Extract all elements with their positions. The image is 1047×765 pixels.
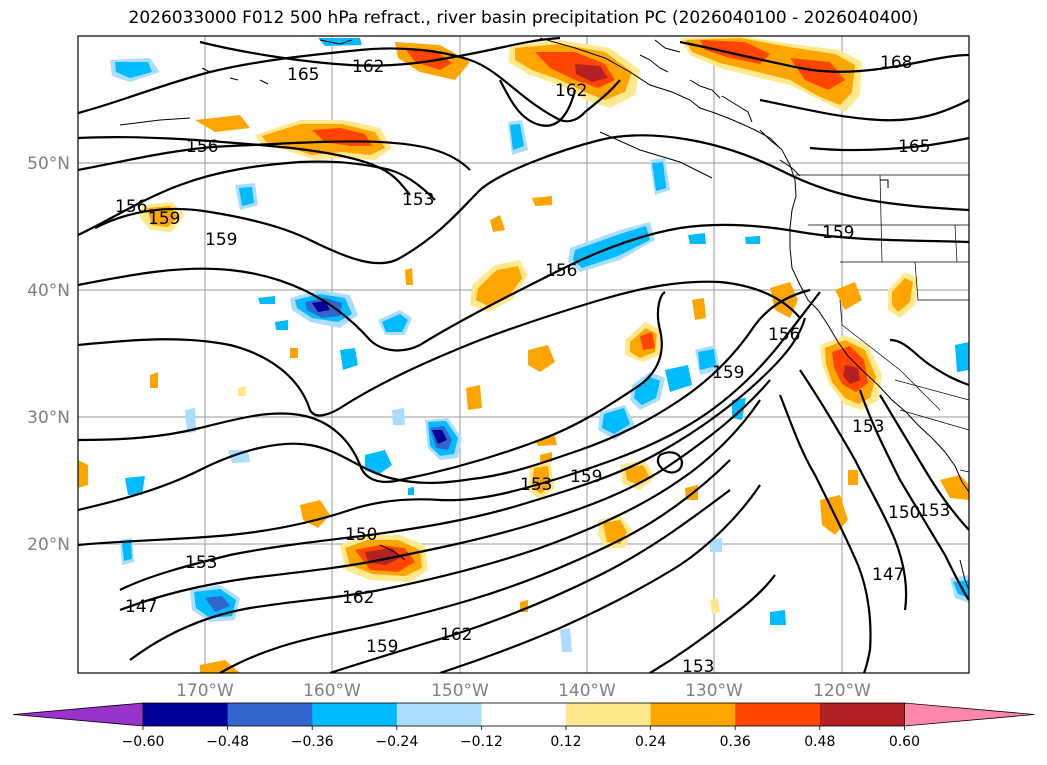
positive-anomaly-patches [78, 36, 969, 673]
contour-label: 147 [872, 565, 904, 585]
colorbar-segment [143, 703, 229, 726]
contour-label: 165 [287, 65, 319, 85]
lon-label: 130°W [685, 681, 743, 701]
colorbar-tick-label: 0.24 [635, 734, 666, 750]
contour-label: 162 [555, 81, 587, 101]
lat-label: 30°N [27, 408, 70, 428]
colorbar-tick-label: 0.12 [550, 734, 581, 750]
contour-label: 153 [520, 475, 552, 495]
contour-label: 153 [185, 553, 217, 573]
contour-label: 162 [440, 625, 472, 645]
contour-label: 159 [712, 363, 744, 383]
colorbar-outline [142, 702, 905, 727]
latitude-labels: 50°N 40°N 30°N 20°N [27, 154, 70, 555]
contour-label: 153 [918, 501, 950, 521]
lon-label: 160°W [303, 681, 361, 701]
colorbar-segment [227, 703, 313, 726]
contour-label: 159 [205, 230, 237, 250]
contour-label: 165 [898, 137, 930, 157]
colorbar-tick-label: −0.48 [206, 734, 249, 750]
lat-label: 20°N [27, 535, 70, 555]
contour-label: 153 [682, 657, 714, 677]
contour-label: 153 [852, 417, 884, 437]
longitude-labels: 170°W 160°W 150°W 140°W 130°W 120°W [176, 681, 871, 701]
colorbar-extend-low [12, 702, 144, 727]
lon-label: 120°W [813, 681, 871, 701]
lat-label: 50°N [27, 154, 70, 174]
contour-labels: 165 162 162 168 156 165 153 156 159 159 … [115, 53, 950, 677]
contour-label: 156 [186, 137, 218, 157]
contour-label: 168 [880, 53, 912, 73]
colorbar-tick-label: −0.24 [375, 734, 418, 750]
colorbar-segment [566, 703, 652, 726]
contour-label: 156 [768, 325, 800, 345]
contour-label: 156 [545, 261, 577, 281]
colorbar-tick-label: 0.36 [720, 734, 751, 750]
lat-label: 40°N [27, 281, 70, 301]
colorbar-tick-label: −0.60 [122, 734, 165, 750]
colorbar-tick-label: −0.12 [460, 734, 503, 750]
contour-label: 153 [402, 190, 434, 210]
graticule [78, 36, 969, 673]
map-title: 2026033000 F012 500 hPa refract., river … [128, 8, 919, 28]
colorbar-segment [819, 703, 905, 726]
plot-frame [77, 35, 970, 674]
colorbar-segment [650, 703, 736, 726]
lon-label: 170°W [176, 681, 234, 701]
colorbar-tick-label: −0.36 [291, 734, 334, 750]
contour-label: 159 [366, 637, 398, 657]
contour-label: 159 [822, 223, 854, 243]
colorbar-segment [312, 703, 398, 726]
colorbar: −0.60 −0.48 −0.36 −0.24 −0.12 0.12 0.24 0.36 0.4… [12, 702, 1035, 750]
colorbar-tick-label: 0.60 [889, 734, 920, 750]
contour-label: 156 [115, 197, 147, 217]
colorbar-extend-high [904, 702, 1035, 727]
contour-label: 159 [570, 467, 602, 487]
contour-label: 162 [342, 588, 374, 608]
colorbar-segment [396, 703, 482, 726]
contour-label: 150 [345, 525, 377, 545]
colorbar-segment [481, 703, 567, 726]
contour-label: 147 [125, 597, 157, 617]
contour-label: 150 [888, 503, 920, 523]
contour-label: 159 [148, 209, 180, 229]
height-contours [78, 36, 969, 673]
state-borders [795, 174, 969, 473]
colorbar-segment [735, 703, 821, 726]
map-plot-area: 165 162 162 168 156 165 153 156 159 159 … [78, 36, 969, 677]
lon-label: 150°W [431, 681, 489, 701]
contour-label: 162 [352, 57, 384, 77]
colorbar-tick-label: 0.48 [804, 734, 835, 750]
lon-label: 140°W [558, 681, 616, 701]
